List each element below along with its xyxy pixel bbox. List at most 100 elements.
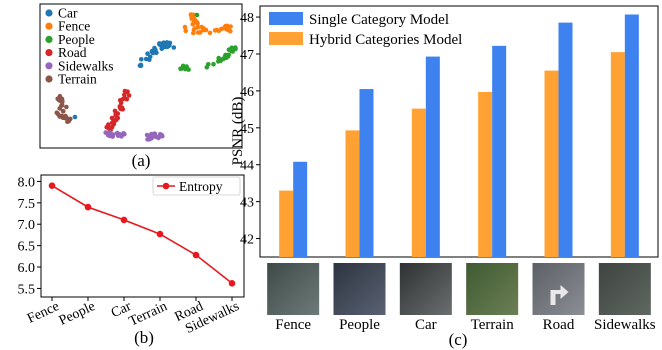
scatter-point-car (161, 40, 166, 45)
scatter-point-car (157, 41, 162, 46)
scatter-point-road (109, 124, 115, 130)
x-label-car: Car (415, 317, 437, 333)
scatter-point-people (233, 46, 238, 52)
legend-swatch-single (269, 12, 303, 25)
scatter-point-road (118, 100, 124, 106)
legend-marker-people (45, 35, 53, 44)
scatter-point-terrain (64, 104, 69, 110)
x-label-fence: Fence (275, 317, 311, 333)
panel-c-x-labels: Fence People Car Terrain Road Sidewalks (275, 317, 656, 333)
scatter-point-terrain (65, 119, 70, 124)
bar-hybrid-sidewalks (610, 52, 625, 257)
scatter-point-people (194, 12, 200, 18)
entropy-point-people (84, 203, 92, 211)
scatter-point-fence (183, 28, 188, 34)
y-tick-label: 5.5 (18, 282, 36, 297)
scatter-point-terrain (55, 111, 61, 117)
scatter-point-people (224, 55, 229, 60)
scatter-point-fence (193, 18, 198, 24)
y-tick-label: 6.5 (18, 240, 36, 255)
y-tick-label: 44 (240, 159, 254, 174)
scatter-point-fence (212, 28, 218, 33)
panel-c-y-axis: 42 43 44 45 46 47 48 (240, 11, 260, 248)
legend-label-single: Single Category Model (309, 12, 449, 28)
bar-single-fence (293, 161, 308, 257)
y-tick-label: 46 (240, 85, 254, 100)
scatter-point-road (104, 125, 109, 130)
legend-marker-fence (45, 22, 53, 30)
scatter-point-people (178, 66, 183, 71)
panel-c-thumbnails (267, 263, 651, 315)
scatter-point-fence (199, 24, 204, 30)
panel-c: PSNR (dB) 42 43 44 45 46 47 48 Single Category… (230, 5, 659, 349)
scatter-point-car (145, 51, 150, 56)
scatter-point-car (159, 46, 165, 51)
legend-label-people: People (58, 32, 95, 47)
entropy-point-sidewalks (228, 280, 236, 287)
thumbnail-car (399, 263, 452, 315)
scatter-point-fence (197, 30, 203, 35)
scatter-point-sidewalks (144, 132, 150, 138)
y-tick-label: 6.0 (18, 261, 36, 276)
road-arrow-marking (550, 285, 569, 305)
scatter-point-fence (226, 27, 232, 33)
entropy-point-road (192, 251, 200, 259)
legend-box (152, 176, 241, 196)
legend-label-road: Road (58, 45, 87, 60)
legend-label-entropy: Entropy (179, 179, 223, 194)
legend-marker-terrain (45, 75, 53, 83)
panel-b-frame (40, 174, 245, 298)
thumbnail-fence (267, 263, 320, 315)
bar-hybrid-car (411, 108, 426, 257)
scatter-point-fence (191, 27, 197, 32)
bar-hybrid-people (345, 130, 360, 257)
y-tick-label: 42 (240, 233, 254, 248)
scatter-point-people (216, 59, 221, 64)
y-tick-label: 7.0 (18, 218, 36, 233)
x-tick-label-people: People (57, 299, 98, 329)
scatter-point-sidewalks (121, 131, 126, 136)
scatter-point-car (165, 40, 170, 46)
scatter-point-sidewalks (105, 130, 110, 136)
legend-label-sidewalks: Sidewalks (58, 58, 114, 73)
scatter-point-road (126, 93, 132, 98)
x-tick-label-terrain: Terrain (127, 299, 170, 330)
y-tick-label: 45 (240, 122, 254, 137)
scatter-point-fence (216, 28, 222, 34)
entropy-point-car (120, 216, 128, 224)
legend-label-fence: Fence (58, 19, 90, 34)
legend-swatch-hybrid (269, 32, 303, 45)
legend-label-car: Car (58, 6, 78, 21)
scatter-point-road (117, 105, 123, 111)
bar-single-road (558, 22, 573, 258)
scatter-point-terrain (57, 93, 63, 99)
scatter-point-road (120, 96, 126, 102)
scatter-point-sidewalks (152, 131, 158, 137)
legend-label-hybrid: Hybrid Categories Model (309, 32, 462, 48)
bar-single-sidewalks (624, 14, 639, 258)
panel-b-legend: Entropy (152, 176, 241, 196)
scatter-point-fence (207, 30, 213, 36)
legend-label-terrain: Terrain (58, 72, 97, 87)
panel-c-legend: Single Category Model Hybrid Categories M… (269, 12, 462, 48)
scatter-point-fence (191, 12, 196, 18)
bar-single-people (359, 89, 374, 257)
scatter-point-road (114, 117, 119, 123)
bar-hybrid-fence (279, 190, 294, 257)
y-tick-label: 8.0 (18, 175, 36, 190)
scatter-point-car (150, 50, 156, 56)
thumbnail-people (333, 263, 386, 315)
scatter-point-sidewalks (149, 135, 154, 141)
scatter-point-people (211, 61, 216, 67)
thumbnail-sidewalks (598, 263, 651, 315)
bar-single-terrain (492, 45, 507, 258)
y-tick-label: 43 (240, 196, 254, 211)
x-label-road: Road (543, 317, 575, 333)
scatter-point-people (183, 65, 189, 70)
y-tick-label: 7.5 (18, 197, 36, 212)
y-tick-label: 48 (240, 11, 254, 26)
scatter-point-terrain (61, 109, 66, 114)
x-label-terrain: Terrain (471, 317, 515, 333)
